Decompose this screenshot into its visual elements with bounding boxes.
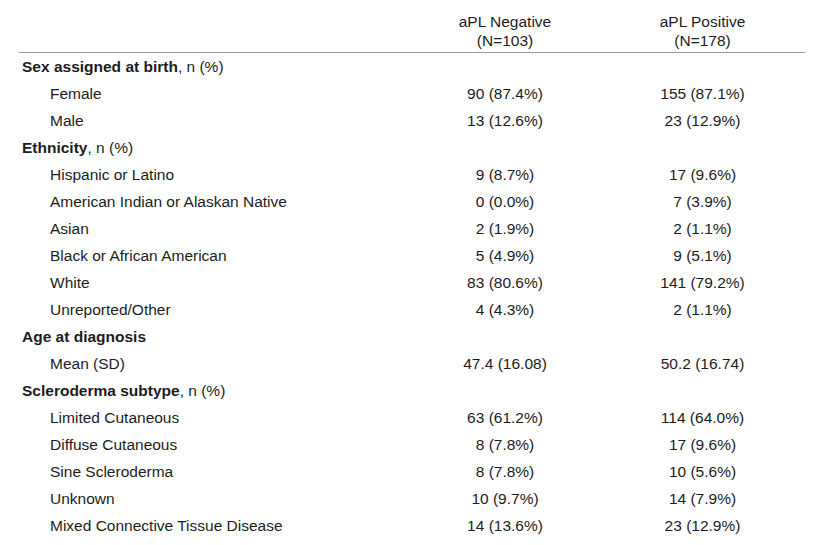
row-label: Black or African American [19, 242, 400, 269]
table-row-hispanic-or-latino: Hispanic or Latino 9 (8.7%) 17 (9.6%) [19, 161, 805, 188]
neg-value-cell: 47.4 (16.08) [400, 350, 610, 377]
neg-value-cell: 90 (87.4%) [400, 80, 610, 107]
table-row-unreported-other: Unreported/Other 4 (4.3%) 2 (1.1%) [19, 296, 805, 323]
neg-value-cell: 4 (4.3%) [400, 296, 610, 323]
header-apl-negative: aPL Negative (N=103) [400, 12, 610, 50]
pos-value-cell: 17 (9.6%) [610, 161, 795, 188]
section-row-ethnicity: Ethnicity, n (%) [19, 134, 805, 161]
section-title: Age at diagnosis [22, 328, 146, 345]
pos-value-cell: 2 (1.1%) [610, 215, 795, 242]
row-label: Sine Scleroderma [19, 458, 400, 485]
neg-value-cell [400, 377, 610, 404]
table-row-mixed-connective-tissue-disease: Mixed Connective Tissue Disease 14 (13.6… [19, 512, 805, 539]
pos-value-cell: 23 (12.9%) [610, 107, 795, 134]
section-row-age-at-diagnosis: Age at diagnosis [19, 323, 805, 350]
row-label: White [19, 269, 400, 296]
pos-value-cell: 114 (64.0%) [610, 404, 795, 431]
row-label: Unreported/Other [19, 296, 400, 323]
neg-value-cell: 63 (61.2%) [400, 404, 610, 431]
row-label: American Indian or Alaskan Native [19, 188, 400, 215]
section-suffix: , n (%) [87, 139, 133, 156]
pos-value-cell: 9 (5.1%) [610, 242, 795, 269]
neg-value-cell: 13 (12.6%) [400, 107, 610, 134]
section-suffix: , n (%) [180, 382, 226, 399]
table-row-black-or-african-american: Black or African American 5 (4.9%) 9 (5.… [19, 242, 805, 269]
neg-value-cell: 2 (1.9%) [400, 215, 610, 242]
row-label: Diffuse Cutaneous [19, 431, 400, 458]
header-apl-positive-n: (N=178) [610, 31, 795, 50]
pos-value-cell: 7 (3.9%) [610, 188, 795, 215]
row-label: Mixed Connective Tissue Disease [19, 512, 400, 539]
row-label: Mean (SD) [19, 350, 400, 377]
neg-value-cell: 14 (13.6%) [400, 512, 610, 539]
table-row-unknown: Unknown 10 (9.7%) 14 (7.9%) [19, 485, 805, 512]
pos-value-cell: 23 (12.9%) [610, 512, 795, 539]
section-title: Sex assigned at birth [22, 58, 178, 75]
table-row-mean-sd: Mean (SD) 47.4 (16.08) 50.2 (16.74) [19, 350, 805, 377]
row-label: Unknown [19, 485, 400, 512]
row-label: Ethnicity, n (%) [19, 134, 400, 161]
pos-value-cell [610, 134, 795, 161]
neg-value-cell [400, 134, 610, 161]
pos-value-cell: 17 (9.6%) [610, 431, 795, 458]
header-apl-positive-title: aPL Positive [610, 12, 795, 31]
row-label: Age at diagnosis [19, 323, 400, 350]
row-label: Male [19, 107, 400, 134]
pos-value-cell: 155 (87.1%) [610, 80, 795, 107]
table-row-sine-scleroderma: Sine Scleroderma 8 (7.8%) 10 (5.6%) [19, 458, 805, 485]
header-apl-negative-n: (N=103) [400, 31, 610, 50]
table-row-male: Male 13 (12.6%) 23 (12.9%) [19, 107, 805, 134]
section-suffix: , n (%) [178, 58, 224, 75]
neg-value-cell: 5 (4.9%) [400, 242, 610, 269]
pos-value-cell: 10 (5.6%) [610, 458, 795, 485]
table-row-asian: Asian 2 (1.9%) 2 (1.1%) [19, 215, 805, 242]
section-title: Scleroderma subtype [22, 382, 180, 399]
row-label: Scleroderma subtype, n (%) [19, 377, 400, 404]
pos-value-cell [610, 323, 795, 350]
pos-value-cell [610, 377, 795, 404]
neg-value-cell: 83 (80.6%) [400, 269, 610, 296]
table-row-white: White 83 (80.6%) 141 (79.2%) [19, 269, 805, 296]
pos-value-cell: 50.2 (16.74) [610, 350, 795, 377]
neg-value-cell: 10 (9.7%) [400, 485, 610, 512]
table-row-american-indian-or-alaskan-native: American Indian or Alaskan Native 0 (0.0… [19, 188, 805, 215]
neg-value-cell: 8 (7.8%) [400, 431, 610, 458]
row-label: Asian [19, 215, 400, 242]
pos-value-cell: 14 (7.9%) [610, 485, 795, 512]
section-title: Ethnicity [22, 139, 87, 156]
pos-value-cell [610, 53, 795, 80]
pos-value-cell: 141 (79.2%) [610, 269, 795, 296]
header-apl-positive: aPL Positive (N=178) [610, 12, 795, 50]
neg-value-cell: 9 (8.7%) [400, 161, 610, 188]
row-label: Limited Cutaneous [19, 404, 400, 431]
header-apl-negative-title: aPL Negative [400, 12, 610, 31]
row-label: Hispanic or Latino [19, 161, 400, 188]
pos-value-cell: 2 (1.1%) [610, 296, 795, 323]
row-label: Female [19, 80, 400, 107]
section-row-sex-assigned-at-birth: Sex assigned at birth, n (%) [19, 53, 805, 80]
neg-value-cell [400, 323, 610, 350]
neg-value-cell: 8 (7.8%) [400, 458, 610, 485]
table-header-row: aPL Negative (N=103) aPL Positive (N=178… [19, 0, 805, 53]
table-row-female: Female 90 (87.4%) 155 (87.1%) [19, 80, 805, 107]
table-row-limited-cutaneous: Limited Cutaneous 63 (61.2%) 114 (64.0%) [19, 404, 805, 431]
table-row-diffuse-cutaneous: Diffuse Cutaneous 8 (7.8%) 17 (9.6%) [19, 431, 805, 458]
row-label: Sex assigned at birth, n (%) [19, 53, 400, 80]
demographics-table: aPL Negative (N=103) aPL Positive (N=178… [19, 0, 805, 539]
neg-value-cell [400, 53, 610, 80]
neg-value-cell: 0 (0.0%) [400, 188, 610, 215]
section-row-scleroderma-subtype: Scleroderma subtype, n (%) [19, 377, 805, 404]
